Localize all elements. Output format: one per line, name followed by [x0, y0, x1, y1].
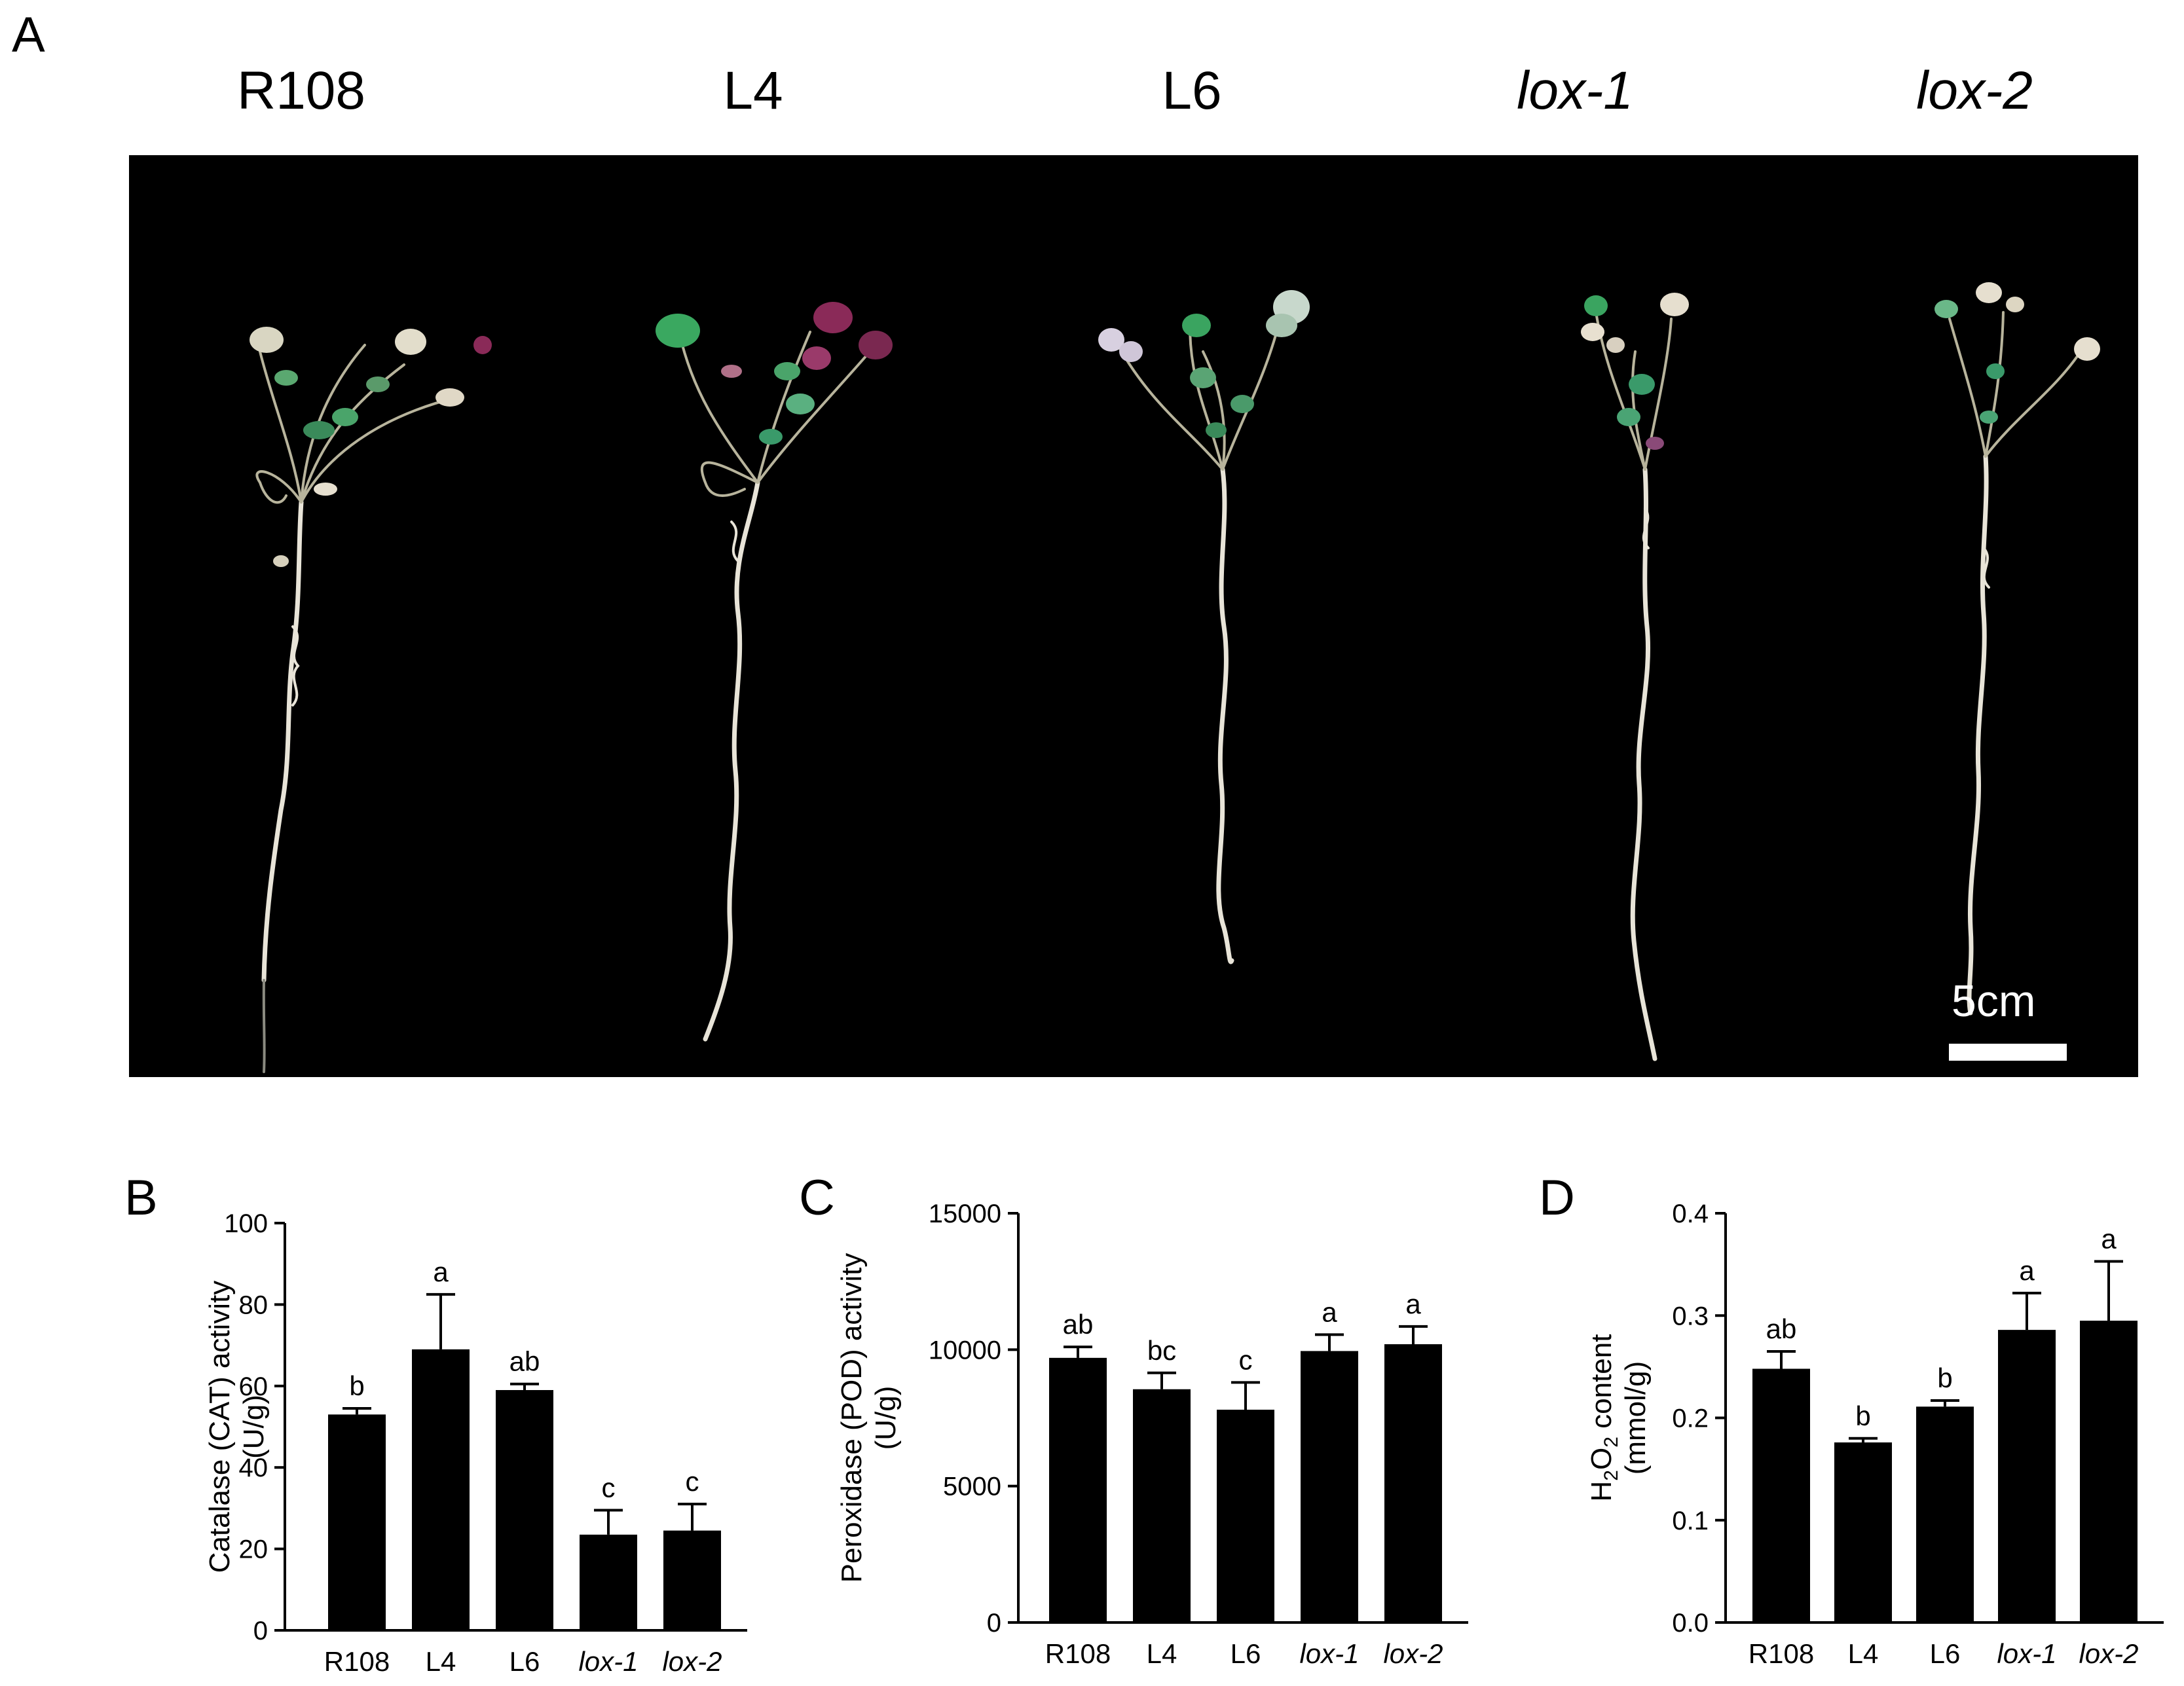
bar	[1916, 1406, 1974, 1622]
significance-letter: ab	[1766, 1313, 1797, 1344]
genotype-label-lox-1: lox-1	[1517, 61, 1633, 120]
leaves-lox-1	[1581, 293, 1689, 450]
significance-letter: ab	[509, 1346, 540, 1377]
y-tick-label: 0.1	[1672, 1507, 1709, 1535]
bar	[328, 1414, 386, 1630]
bar	[663, 1530, 721, 1630]
bar	[1998, 1330, 2056, 1622]
bar	[2080, 1321, 2138, 1622]
y-axis-label-line: Catalase (CAT) activity	[204, 1281, 236, 1573]
x-tick-label: R108	[324, 1646, 390, 1677]
y-tick-label: 0.2	[1672, 1404, 1709, 1433]
y-tick-label: 0	[253, 1617, 268, 1645]
y-tick-label: 100	[224, 1209, 268, 1238]
x-tick-label: lox-2	[1383, 1638, 1443, 1669]
genotype-label-r108: R108	[236, 61, 366, 120]
y-axis-label: H2O2 content (mmol/g)	[1585, 1334, 1652, 1502]
significance-letter: b	[349, 1370, 364, 1401]
scale-bar	[1949, 1044, 2067, 1061]
bar	[1301, 1351, 1358, 1622]
y-axis-label-line: H2O2 content	[1585, 1334, 1622, 1502]
y-axis-label-line: (U/g)	[870, 1386, 902, 1450]
x-tick-label: lox-2	[2079, 1638, 2138, 1669]
y-tick-label: 15000	[929, 1200, 1001, 1228]
x-tick-label: lox-1	[1997, 1638, 2056, 1669]
y-tick-label: 60	[239, 1372, 268, 1401]
panel-letter: B	[124, 1170, 158, 1226]
significance-letter: a	[433, 1256, 449, 1287]
seedling-l6	[1117, 311, 1283, 964]
panel-a-letter: A	[12, 7, 45, 63]
x-tick-label: R108	[1749, 1638, 1814, 1669]
bar	[1217, 1410, 1274, 1622]
y-axis-label-line: Peroxidase (POD) activity	[836, 1253, 868, 1583]
y-axis-label: Catalase (CAT) activity (U/g)	[204, 1281, 270, 1573]
leaves-r108	[250, 327, 492, 567]
x-tick-label: L6	[1231, 1638, 1261, 1669]
bar	[1752, 1368, 1810, 1622]
genotype-label-lox-2: lox-2	[1916, 61, 2033, 120]
y-tick-label: 0.3	[1672, 1302, 1709, 1330]
y-tick-label: 80	[239, 1291, 268, 1319]
significance-letter: b	[1937, 1363, 1952, 1393]
y-tick-label: 10000	[929, 1336, 1001, 1365]
y-tick-label: 5000	[943, 1473, 1001, 1501]
significance-letter: c	[602, 1473, 616, 1503]
y-tick-label: 20	[239, 1535, 268, 1564]
x-tick-label: L6	[509, 1646, 540, 1677]
bar	[1049, 1357, 1107, 1622]
seedling-photograph: 5cm	[129, 155, 2138, 1077]
bar	[1384, 1344, 1442, 1622]
leaves-lox-2	[1934, 282, 2100, 424]
genotype-label-l4: L4	[723, 61, 783, 120]
seedling-r108	[255, 344, 458, 1073]
significance-letter: a	[2019, 1255, 2035, 1286]
y-axis-label-part: content	[1585, 1334, 1618, 1437]
significance-letter: a	[1322, 1296, 1337, 1327]
significance-letter: b	[1855, 1401, 1870, 1431]
panel-letter: D	[1539, 1170, 1575, 1226]
significance-letter: ab	[1063, 1309, 1094, 1340]
scale-bar-label: 5cm	[1952, 976, 2036, 1026]
y-axis-label-part: 2	[1601, 1437, 1622, 1448]
y-tick-label: 40	[239, 1454, 268, 1482]
genotype-label-l6: L6	[1162, 61, 1222, 120]
panel-letter: C	[799, 1170, 835, 1226]
y-tick-label: 0.4	[1672, 1200, 1709, 1228]
bar	[580, 1534, 637, 1630]
leaves-l6	[1098, 290, 1310, 438]
leaves-l4	[656, 302, 893, 445]
y-axis-label-part: 2	[1601, 1470, 1622, 1481]
x-tick-label: lox-1	[1299, 1638, 1359, 1669]
x-tick-label: L6	[1930, 1638, 1961, 1669]
significance-letter: bc	[1147, 1335, 1176, 1366]
chart-catalase: B 0 20 40 60 80 100 Catalase (CAT) activity (U/g…	[124, 1170, 747, 1677]
seedling-l4	[678, 331, 877, 1042]
x-tick-label: lox-1	[578, 1646, 638, 1677]
y-axis-label-part: H	[1585, 1481, 1618, 1502]
significance-letter: c	[686, 1466, 699, 1497]
y-axis-label-line: (U/g)	[238, 1395, 270, 1459]
y-axis-label: Peroxidase (POD) activity (U/g)	[836, 1253, 902, 1583]
bar	[496, 1390, 553, 1630]
bar	[1834, 1442, 1892, 1622]
y-tick-label: 0	[987, 1609, 1001, 1638]
y-axis-label-part: O	[1585, 1448, 1618, 1470]
y-axis-label-line: (mmol/g)	[1619, 1361, 1652, 1475]
x-tick-label: L4	[426, 1646, 456, 1677]
x-tick-label: L4	[1848, 1638, 1879, 1669]
significance-letter: a	[1405, 1289, 1421, 1319]
x-tick-label: lox-2	[662, 1646, 722, 1677]
seedling-lox-2	[1948, 311, 2082, 1016]
x-tick-label: L4	[1147, 1638, 1177, 1669]
y-tick-label: 0.0	[1672, 1609, 1709, 1638]
chart-peroxidase: C 0 5000 10000 15000 Peroxidase (POD) activit…	[799, 1170, 1468, 1669]
significance-letter: c	[1239, 1344, 1253, 1375]
bar	[1133, 1389, 1191, 1622]
bar	[412, 1349, 470, 1630]
significance-letter: a	[2101, 1223, 2117, 1254]
x-tick-label: R108	[1045, 1638, 1111, 1669]
seedling-illustration	[250, 282, 2100, 1073]
